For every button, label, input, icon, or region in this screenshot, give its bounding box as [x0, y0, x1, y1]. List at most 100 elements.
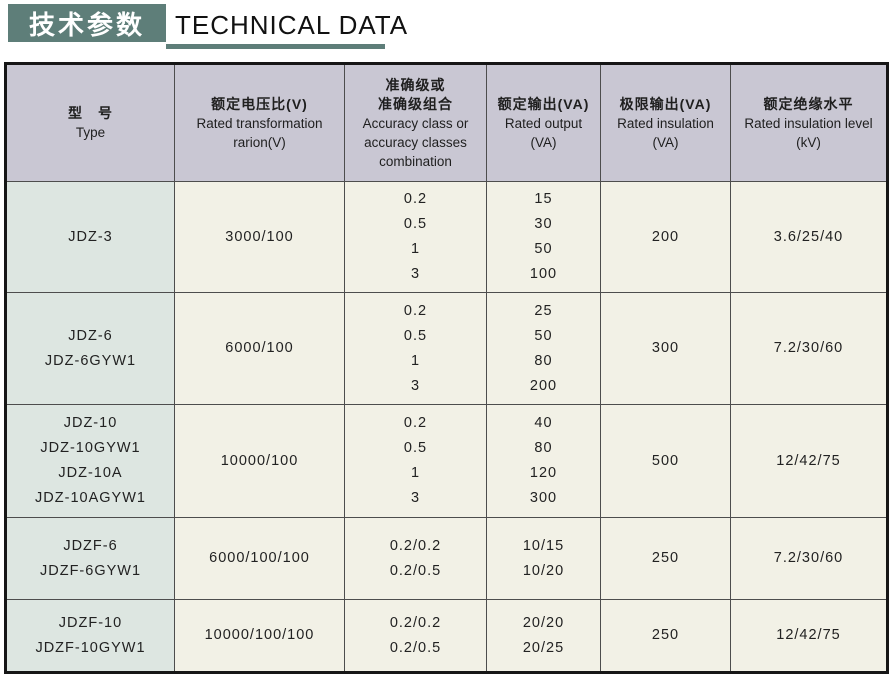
column-header-en-line: (kV)	[796, 134, 821, 150]
accuracy-cell: 0.2/0.2 0.2/0.5	[344, 599, 487, 673]
cell-value-line: 0.5	[403, 440, 428, 456]
insulation-cell: 7.2/30/60	[730, 292, 888, 405]
cell-value-line: 0.2	[403, 302, 428, 319]
cell-value-line: 10/15	[522, 537, 565, 554]
cell-value-line: 1	[410, 241, 421, 257]
column-header-cn-line: 额定输出(VA)	[497, 95, 590, 112]
column-header-cn-line: 额定电压比(V)	[211, 95, 308, 112]
cell-value-line: 25	[534, 302, 553, 319]
output-cell: 25 50 80 200	[486, 292, 601, 405]
column-header-en-line: combination	[379, 153, 452, 169]
cell-value-line: 300	[651, 340, 680, 356]
column-header-cn-line: 型 号	[68, 105, 113, 121]
ratio-cell: 3000/100	[174, 181, 345, 293]
limit-cell: 250	[600, 599, 731, 673]
accuracy-cell: 0.2 0.5 1 3	[344, 404, 487, 518]
column-header-4: 极限输出(VA) Rated insulation (VA)	[600, 63, 731, 182]
cell-value-line: 10000/100/100	[204, 627, 315, 643]
cell-value-line: 0.2/0.5	[389, 639, 442, 656]
table-row: JDZ-10 JDZ-10GYW1 JDZ-10A JDZ-10AGYW1 10000/…	[5, 404, 888, 518]
table-row: JDZ-3 3000/100 0.2 0.5 1 3 15 30 50 100 200 3.6/25/…	[5, 181, 888, 293]
column-header-en-line: Type	[75, 125, 106, 140]
cell-value-line: JDZF-6GYW1	[39, 562, 142, 579]
column-header-cn-line: 准确级组合	[378, 95, 453, 112]
cell-value-line: 10/20	[522, 562, 565, 579]
accuracy-cell: 0.2 0.5 1 3	[344, 292, 487, 405]
table-header-row: 型 号 Type 额定电压比(V) Rated transformation rario…	[5, 63, 888, 182]
accuracy-cell: 0.2 0.5 1 3	[344, 181, 487, 293]
type-cell: JDZ-6 JDZ-6GYW1	[5, 292, 175, 405]
cell-value-line: 120	[529, 465, 558, 481]
cell-value-line: 3000/100	[225, 228, 294, 245]
table-row: JDZ-6 JDZ-6GYW1 6000/100 0.2 0.5 1 3 25 50 80 200 3…	[5, 292, 888, 405]
cell-value-line: 20/20	[522, 614, 565, 631]
column-header-cn-line: 极限输出(VA)	[619, 95, 712, 112]
cell-value-line: 0.2/0.2	[389, 614, 442, 631]
cell-value-line: JDZF-10	[58, 614, 123, 631]
limit-cell: 300	[600, 292, 731, 405]
type-cell: JDZF-10 JDZF-10GYW1	[5, 599, 175, 673]
section-title-cn: 技术参数	[8, 4, 166, 42]
cell-value-line: 0.2/0.5	[389, 562, 442, 579]
type-cell: JDZ-10 JDZ-10GYW1 JDZ-10A JDZ-10AGYW1	[5, 404, 175, 518]
cell-value-line: 0.2	[403, 191, 428, 207]
cell-value-line: 500	[651, 452, 680, 469]
output-cell: 40 80 120 300	[486, 404, 601, 518]
title-underline	[166, 44, 385, 49]
cell-value-line: 6000/100	[225, 340, 294, 356]
cell-value-line: 6000/100/100	[209, 550, 310, 566]
cell-value-line: JDZ-10AGYW1	[35, 490, 146, 506]
column-header-3: 额定输出(VA) Rated output (VA)	[486, 63, 601, 182]
column-header-en-line: Rated insulation level	[744, 115, 873, 131]
column-header-en-line: (VA)	[652, 134, 679, 150]
cell-value-line: 0.2/0.2	[389, 537, 442, 554]
output-cell: 20/20 20/25	[486, 599, 601, 673]
ratio-cell: 10000/100	[174, 404, 345, 518]
cell-value-line: 1	[410, 465, 421, 481]
column-header-en-line: Rated transformation	[196, 115, 323, 131]
cell-value-line: JDZF-6	[63, 537, 118, 554]
cell-value-line: 15	[534, 191, 553, 207]
cell-value-line: JDZ-10	[63, 415, 118, 431]
cell-value-line: 250	[651, 550, 680, 566]
column-header-1: 额定电压比(V) Rated transformation rarion(V)	[174, 63, 345, 182]
cell-value-line: 3	[410, 377, 421, 394]
insulation-cell: 3.6/25/40	[730, 181, 888, 293]
cell-value-line: 12/42/75	[776, 452, 841, 469]
cell-value-line: 1	[410, 352, 421, 369]
cell-value-line: 7.2/30/60	[773, 550, 844, 566]
limit-cell: 200	[600, 181, 731, 293]
cell-value-line: JDZ-10GYW1	[40, 440, 141, 456]
cell-value-line: 40	[534, 415, 553, 431]
cell-value-line: 50	[534, 241, 553, 257]
cell-value-line: JDZ-10A	[58, 465, 123, 481]
limit-cell: 500	[600, 404, 731, 518]
column-header-5: 额定绝缘水平 Rated insulation level (kV)	[730, 63, 888, 182]
cell-value-line: 0.5	[403, 327, 428, 344]
technical-data-table: 型 号 Type 额定电压比(V) Rated transformation rario…	[4, 62, 889, 674]
cell-value-line: JDZF-10GYW1	[35, 639, 146, 656]
cell-value-line: 7.2/30/60	[773, 340, 844, 356]
cell-value-line: 200	[651, 228, 680, 245]
cell-value-line: 200	[529, 377, 558, 394]
ratio-cell: 6000/100	[174, 292, 345, 405]
cell-value-line: 10000/100	[220, 452, 299, 469]
ratio-cell: 10000/100/100	[174, 599, 345, 673]
cell-value-line: JDZ-3	[68, 228, 113, 245]
column-header-cn-line: 准确级或	[385, 76, 446, 93]
column-header-en-line: rarion(V)	[233, 134, 286, 150]
cell-value-line: 80	[534, 352, 553, 369]
cell-value-line: JDZ-6GYW1	[44, 352, 137, 369]
cell-value-line: 30	[534, 216, 553, 232]
cell-value-line: 80	[534, 440, 553, 456]
ratio-cell: 6000/100/100	[174, 517, 345, 600]
insulation-cell: 7.2/30/60	[730, 517, 888, 600]
column-header-cn-line: 额定绝缘水平	[763, 95, 854, 112]
cell-value-line: JDZ-6	[68, 327, 113, 344]
section-title-en: TECHNICAL DATA	[175, 10, 409, 40]
output-cell: 15 30 50 100	[486, 181, 601, 293]
column-header-0: 型 号 Type	[5, 63, 175, 182]
output-cell: 10/15 10/20	[486, 517, 601, 600]
column-header-en-line: Rated output	[504, 115, 583, 131]
cell-value-line: 0.5	[403, 216, 428, 232]
